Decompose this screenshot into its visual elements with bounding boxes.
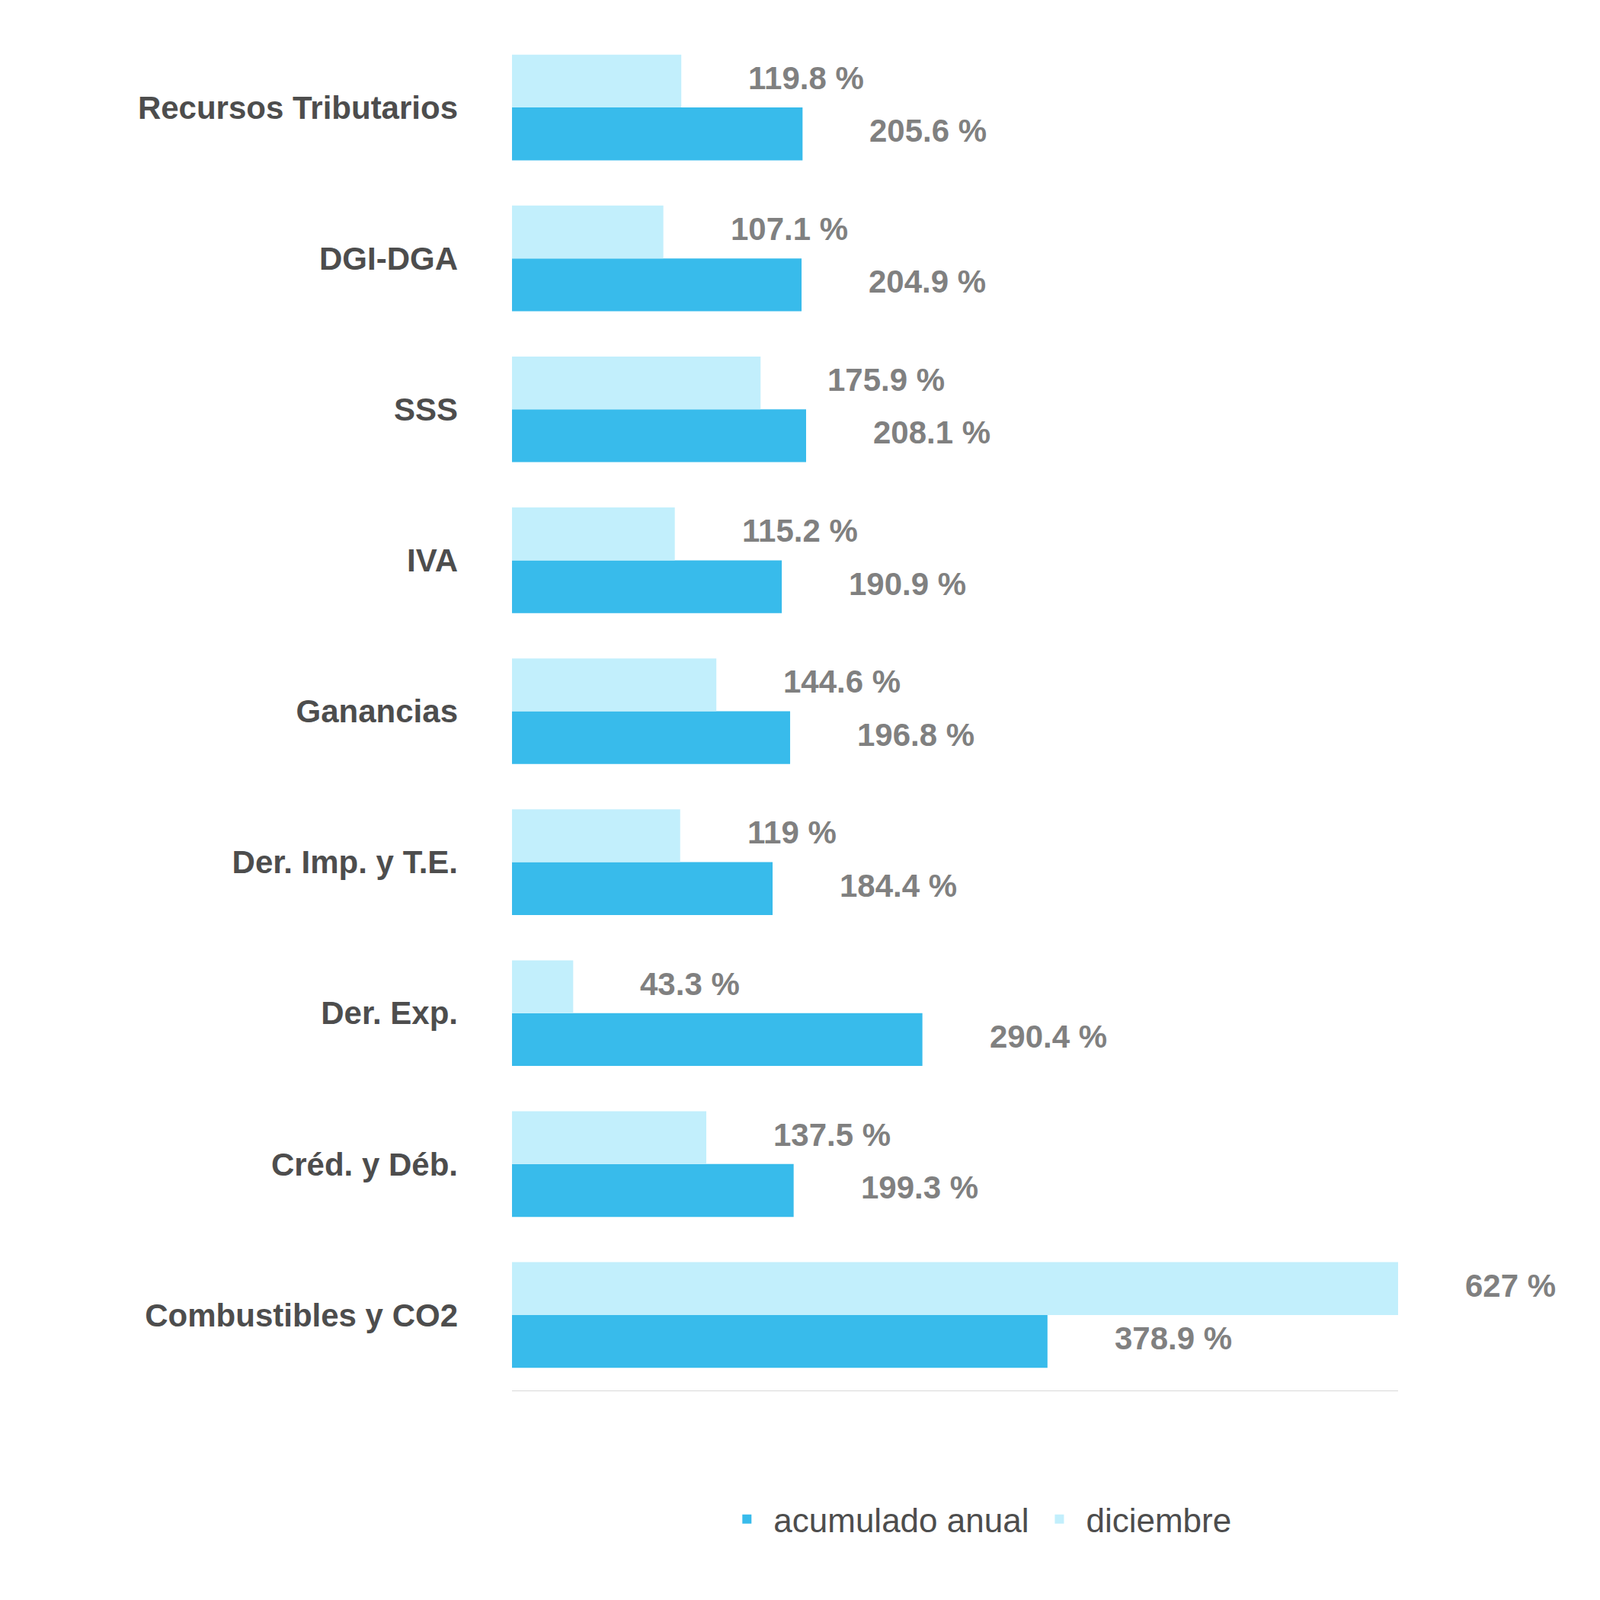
svg-text:119 %: 119 % — [747, 814, 837, 851]
svg-text:43.3 %: 43.3 % — [640, 966, 740, 1002]
svg-text:107.1 %: 107.1 % — [730, 211, 848, 247]
svg-text:208.1 %: 208.1 % — [873, 414, 991, 451]
svg-text:378.9 %: 378.9 % — [1114, 1320, 1232, 1357]
svg-text:IVA: IVA — [406, 542, 458, 579]
svg-text:137.5 %: 137.5 % — [773, 1116, 891, 1153]
svg-text:190.9 %: 190.9 % — [848, 566, 967, 602]
svg-text:204.9 %: 204.9 % — [868, 263, 986, 300]
svg-text:SSS: SSS — [393, 391, 458, 428]
svg-text:627 %: 627 % — [1465, 1267, 1556, 1304]
svg-text:175.9 %: 175.9 % — [827, 361, 945, 398]
svg-text:Ganancias: Ganancias — [296, 693, 458, 730]
svg-text:Der. Imp. y T.E.: Der. Imp. y T.E. — [232, 844, 458, 880]
svg-text:205.6 %: 205.6 % — [869, 112, 987, 149]
svg-text:DGI-DGA: DGI-DGA — [319, 240, 458, 277]
svg-text:144.6 %: 144.6 % — [783, 663, 901, 700]
svg-text:Der. Exp.: Der. Exp. — [320, 995, 458, 1031]
svg-text:acumulado anual: acumulado anual — [773, 1501, 1029, 1540]
svg-text:Combustibles y CO2: Combustibles y CO2 — [144, 1297, 458, 1334]
svg-text:115.2 %: 115.2 % — [742, 512, 858, 549]
svg-text:diciembre: diciembre — [1085, 1501, 1232, 1540]
svg-text:196.8 %: 196.8 % — [857, 716, 975, 753]
svg-text:184.4 %: 184.4 % — [839, 867, 957, 904]
svg-text:199.3 %: 199.3 % — [860, 1169, 979, 1206]
svg-text:Recursos Tributarios: Recursos Tributarios — [137, 89, 458, 126]
svg-text:290.4 %: 290.4 % — [989, 1018, 1108, 1055]
svg-text:Créd. y Déb.: Créd. y Déb. — [271, 1146, 458, 1183]
svg-text:119.8 %: 119.8 % — [748, 60, 864, 96]
